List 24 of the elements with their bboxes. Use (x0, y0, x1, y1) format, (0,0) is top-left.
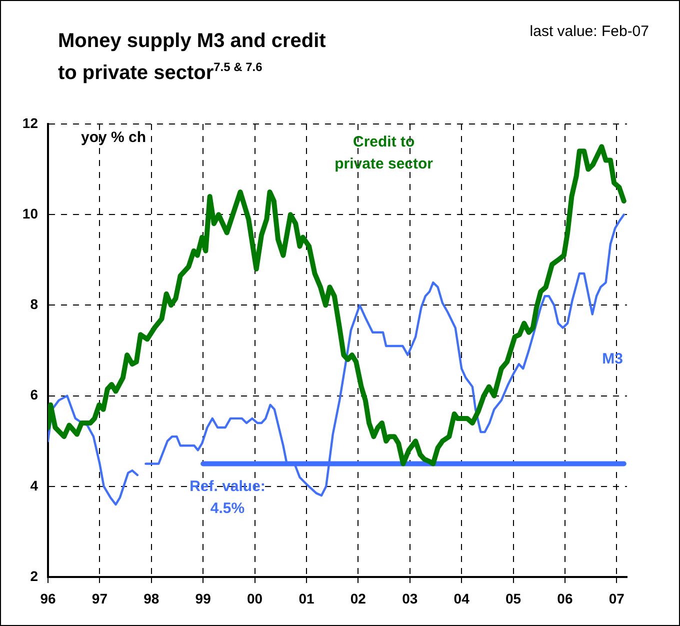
x-tick-label: 06 (557, 590, 573, 606)
y-tick-label: 2 (30, 568, 38, 584)
y-tick-label: 8 (30, 296, 38, 312)
x-tick-label: 00 (246, 590, 263, 606)
text: M3 (602, 350, 623, 368)
y-tick-label: 6 (30, 386, 38, 403)
x-tick-label: 01 (298, 590, 314, 606)
x-tick-label: 96 (40, 590, 56, 606)
y-axis-title: yoy % ch (81, 129, 146, 146)
series-label: Ref. value: 4.5% (190, 478, 266, 517)
chart-subtitle: last value: Feb-07 (530, 23, 649, 40)
x-tick-label: 97 (92, 590, 108, 606)
x-tick-label: 05 (505, 590, 522, 606)
x-tick-label: 07 (608, 590, 625, 606)
x-tick-label: 98 (144, 590, 160, 606)
text: Credit to private sector (334, 134, 434, 173)
y-tick-label: 12 (22, 114, 38, 131)
x-tick-label: 02 (350, 590, 366, 606)
x-tick-label: 99 (195, 590, 212, 606)
x-tick-label: 03 (402, 590, 418, 606)
chart-title: Money supply M3 and credit to private sector$^{7.5 & 7.6}$ (58, 29, 327, 86)
y-tick-label: 4 (30, 477, 38, 494)
x-tick-label: 04 (454, 590, 470, 606)
y-tick-label: 10 (22, 205, 38, 222)
